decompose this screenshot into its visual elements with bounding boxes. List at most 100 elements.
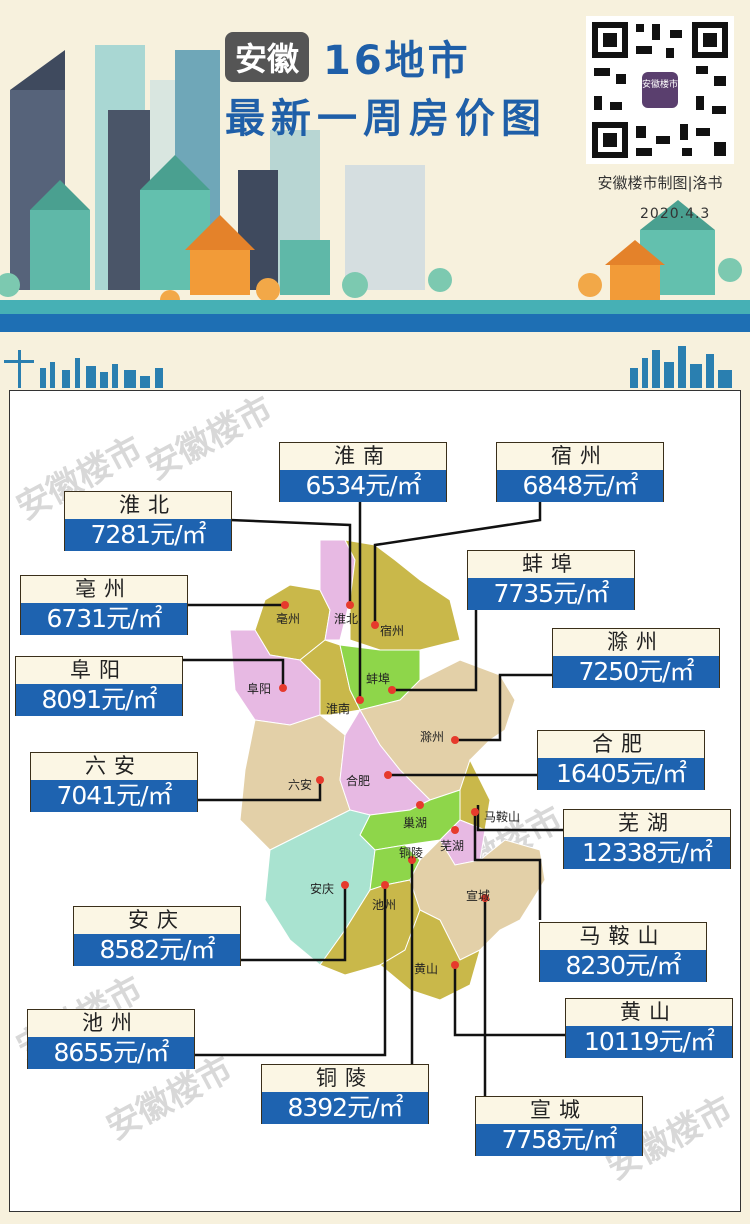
- connector-maanshan: [473, 812, 542, 920]
- city-name: 滁州: [553, 629, 719, 656]
- connector-lines: [183, 500, 566, 1097]
- dot-huaibei: [346, 601, 354, 609]
- price-card-hefei: 合肥 16405元/㎡: [537, 730, 705, 790]
- price-card-suzhou: 宿州 6848元/㎡: [496, 442, 664, 502]
- connector-huangshan: [453, 965, 566, 1037]
- dot-xuancheng: [481, 894, 489, 902]
- city-price: 6848元/㎡: [497, 470, 663, 502]
- connector-luan: [196, 780, 322, 802]
- dot-bozhou: [281, 601, 289, 609]
- city-price: 7758元/㎡: [476, 1124, 642, 1156]
- map-label-tongling: 铜陵: [399, 846, 424, 860]
- qr-logo-label: 安徽楼市: [642, 80, 679, 90]
- map-label-bengbu: 蚌埠: [366, 672, 391, 686]
- city-price: 6731元/㎡: [21, 603, 187, 635]
- city-price: 7735元/㎡: [468, 578, 634, 610]
- header: 安徽 16地市 最新一周房价图 安徽楼市 安徽楼市制图|洛书 2020.4.3: [0, 0, 750, 345]
- city-name: 铜陵: [262, 1065, 428, 1092]
- connector-anqing: [240, 885, 347, 962]
- city-name: 池州: [28, 1010, 194, 1037]
- city-name: 蚌埠: [468, 551, 634, 578]
- map-label-wuhu: 芜湖: [440, 839, 465, 853]
- city-name: 六安: [31, 753, 197, 780]
- city-name: 亳州: [21, 576, 187, 603]
- city-price: 8582元/㎡: [74, 934, 240, 966]
- connector-bengbu: [392, 610, 478, 692]
- price-card-chuzhou: 滁州 7250元/㎡: [552, 628, 720, 688]
- city-price: 8091元/㎡: [16, 684, 182, 716]
- city-name: 马鞍山: [540, 923, 706, 950]
- city-price: 7250元/㎡: [553, 656, 719, 688]
- map-label-chizhou: 池州: [372, 898, 397, 912]
- price-card-huaibei: 淮北 7281元/㎡: [64, 491, 232, 551]
- map-label-xuancheng: 宣城: [466, 889, 491, 903]
- dot-tongling: [408, 856, 416, 864]
- city-name: 宿州: [497, 443, 663, 470]
- city-name: 合肥: [538, 731, 704, 758]
- city-price: 10119元/㎡: [566, 1026, 732, 1058]
- map-label-fuyang: 阜阳: [247, 682, 272, 696]
- city-name: 宣城: [476, 1097, 642, 1124]
- dot-chuzhou: [451, 736, 459, 744]
- city-skyline-illustration: [0, 45, 750, 332]
- title-line-2: 最新一周房价图: [225, 96, 547, 142]
- connector-chizhou: [194, 885, 387, 1057]
- dot-suzhou: [371, 621, 379, 629]
- city-name: 黄山: [566, 999, 732, 1026]
- city-name: 阜阳: [16, 657, 182, 684]
- dot-hefei: [384, 771, 392, 779]
- province-badge: 安徽: [225, 32, 310, 82]
- city-price: 8655元/㎡: [28, 1037, 194, 1069]
- price-card-tongling: 铜陵 8392元/㎡: [261, 1064, 429, 1124]
- qr-code: 安徽楼市: [586, 16, 734, 164]
- map-label-maanshan: 马鞍山: [484, 810, 521, 824]
- map-label-huangshan: 黄山: [414, 962, 439, 976]
- title-line-1: 安徽 16地市: [225, 28, 471, 86]
- price-card-wuhu: 芜湖 12338元/㎡: [563, 809, 731, 869]
- price-card-huainan: 淮南 6534元/㎡: [279, 442, 447, 502]
- map-label-anqing: 安庆: [310, 882, 335, 896]
- price-card-bengbu: 蚌埠 7735元/㎡: [467, 550, 635, 610]
- connector-chuzhou: [455, 673, 553, 742]
- price-card-maanshan: 马鞍山 8230元/㎡: [539, 922, 707, 982]
- map-label-luan: 六安: [288, 778, 313, 792]
- dot-anqing: [341, 881, 349, 889]
- price-card-chizhou: 池州 8655元/㎡: [27, 1009, 195, 1069]
- city-dots: [279, 601, 489, 969]
- dot-wuhu: [451, 826, 459, 834]
- dot-fuyang: [279, 684, 287, 692]
- city-price: 16405元/㎡: [538, 758, 704, 790]
- city-name: 安庆: [74, 907, 240, 934]
- title-count: 16地市: [323, 38, 471, 84]
- dot-luan: [316, 776, 324, 784]
- date-text: 2020.4.3: [640, 206, 711, 222]
- credit-text: 安徽楼市制图|洛书: [597, 174, 723, 192]
- city-price: 8392元/㎡: [262, 1092, 428, 1124]
- price-card-bozhou: 亳州 6731元/㎡: [20, 575, 188, 635]
- price-card-luan: 六安 7041元/㎡: [30, 752, 198, 812]
- price-card-xuancheng: 宣城 7758元/㎡: [475, 1096, 643, 1156]
- city-name: 淮北: [65, 492, 231, 519]
- decorative-strip: [4, 346, 732, 388]
- city-price: 12338元/㎡: [564, 837, 730, 869]
- dot-chizhou: [381, 881, 389, 889]
- connector-fuyang: [183, 658, 285, 690]
- map-label-bozhou: 亳州: [276, 612, 301, 626]
- city-price: 6534元/㎡: [280, 470, 446, 502]
- dot-maanshan: [471, 808, 479, 816]
- city-price: 7281元/㎡: [65, 519, 231, 551]
- price-card-huangshan: 黄山 10119元/㎡: [565, 998, 733, 1058]
- dot-huangshan: [451, 961, 459, 969]
- price-card-anqing: 安庆 8582元/㎡: [73, 906, 241, 966]
- dot-huainan: [356, 696, 364, 704]
- map-label-hefei: 合肥: [346, 774, 371, 788]
- map-label-huainan: 淮南: [326, 702, 351, 716]
- map-label-huaibei: 淮北: [334, 612, 359, 626]
- city-price: 7041元/㎡: [31, 780, 197, 812]
- city-name: 淮南: [280, 443, 446, 470]
- map-label-chaohu: 巢湖: [403, 816, 428, 830]
- region-maanshan: [459, 758, 491, 831]
- connector-huaibei: [229, 518, 352, 605]
- dot-bengbu: [388, 686, 396, 694]
